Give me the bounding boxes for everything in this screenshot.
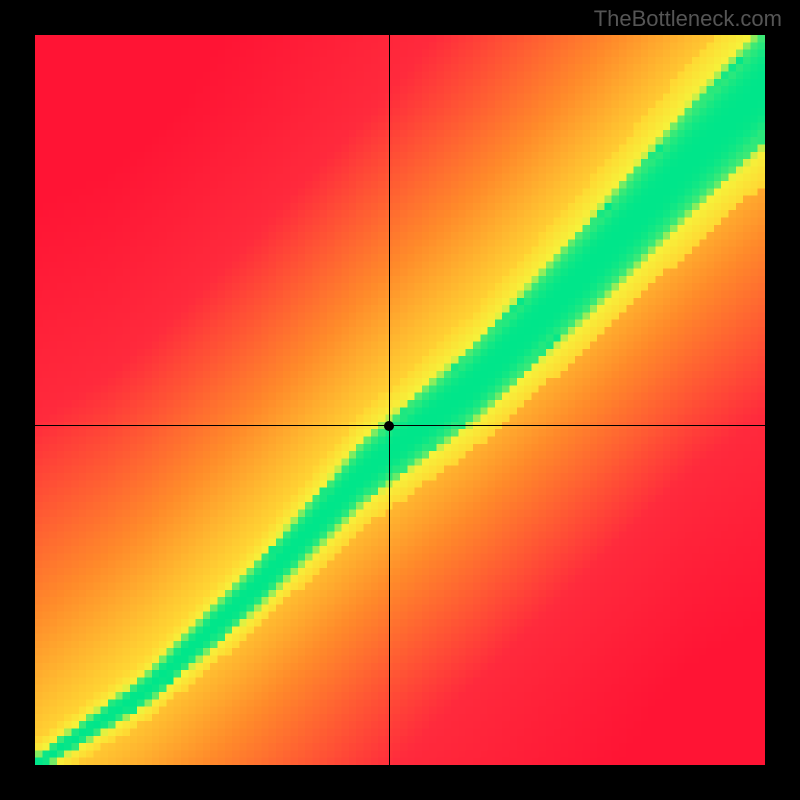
watermark-text: TheBottleneck.com (594, 6, 782, 32)
crosshair-vertical (389, 35, 390, 765)
crosshair-point (384, 421, 394, 431)
crosshair-horizontal (35, 425, 765, 426)
chart-container: TheBottleneck.com (0, 0, 800, 800)
plot-area (35, 35, 765, 765)
heatmap-canvas (35, 35, 765, 765)
